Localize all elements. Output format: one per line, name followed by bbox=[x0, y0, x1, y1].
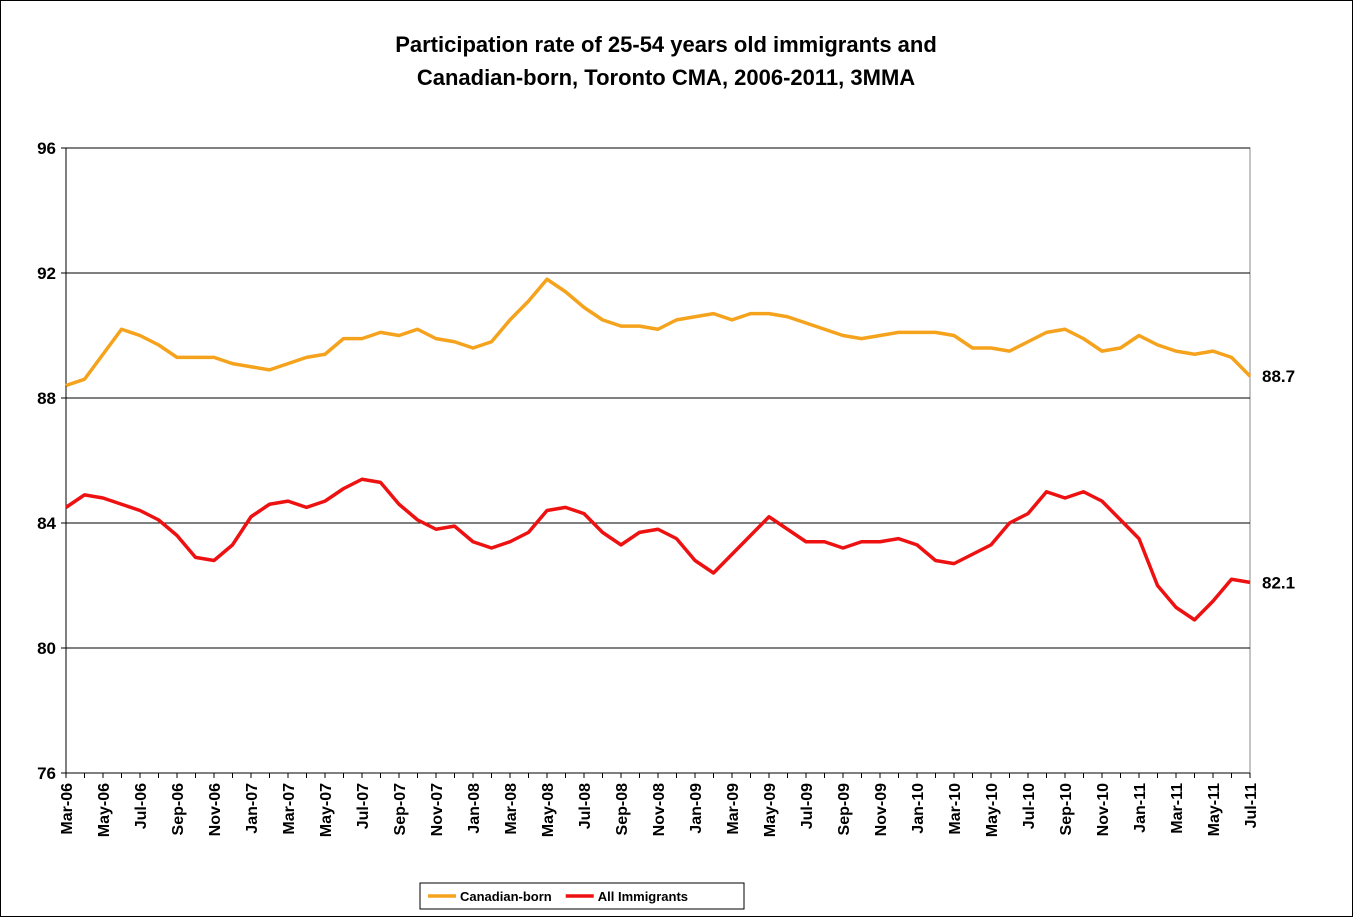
x-tick-label: Jan-07 bbox=[244, 783, 261, 834]
x-tick-label: Mar-06 bbox=[59, 783, 76, 835]
x-tick-label: May-08 bbox=[540, 783, 557, 837]
legend-label: All Immigrants bbox=[598, 889, 688, 904]
x-tick-label: May-06 bbox=[96, 783, 113, 837]
x-tick-label: Mar-08 bbox=[503, 783, 520, 835]
x-tick-label: May-11 bbox=[1206, 783, 1223, 836]
data-label: 88.7 bbox=[1262, 367, 1295, 386]
x-tick-label: Nov-09 bbox=[873, 783, 890, 836]
y-tick-label: 84 bbox=[37, 514, 56, 533]
chart-title: Canadian-born, Toronto CMA, 2006-2011, 3… bbox=[417, 65, 915, 90]
x-tick-label: Sep-08 bbox=[614, 783, 631, 836]
x-tick-label: Jan-11 bbox=[1132, 783, 1149, 833]
legend-label: Canadian-born bbox=[460, 889, 552, 904]
y-tick-label: 80 bbox=[37, 639, 56, 658]
x-tick-label: Mar-10 bbox=[947, 783, 964, 835]
x-tick-label: Mar-09 bbox=[725, 783, 742, 835]
x-tick-label: Jul-08 bbox=[577, 783, 594, 829]
x-tick-label: May-07 bbox=[318, 783, 335, 837]
x-tick-label: Nov-06 bbox=[207, 783, 224, 836]
line-series bbox=[65, 277, 1252, 388]
plot-area bbox=[65, 147, 1251, 774]
x-tick-label: Nov-10 bbox=[1095, 783, 1112, 836]
x-tick-label: Mar-11 bbox=[1169, 783, 1186, 834]
x-tick-label: Sep-06 bbox=[170, 783, 187, 836]
x-tick-label: Mar-07 bbox=[281, 783, 298, 835]
x-tick-label: Sep-07 bbox=[392, 783, 409, 836]
x-tick-label: Jan-08 bbox=[466, 783, 483, 834]
x-tick-label: Nov-08 bbox=[651, 783, 668, 836]
chart-title: Participation rate of 25-54 years old im… bbox=[395, 32, 937, 57]
x-tick-label: May-10 bbox=[984, 783, 1001, 837]
y-tick-label: 88 bbox=[37, 389, 56, 408]
x-tick-label: May-09 bbox=[762, 783, 779, 837]
y-tick-label: 92 bbox=[37, 264, 56, 283]
x-tick-label: Jan-10 bbox=[910, 783, 927, 834]
x-tick-label: Jul-09 bbox=[799, 783, 816, 829]
x-tick-label: Jul-10 bbox=[1021, 783, 1038, 829]
x-tick-label: Jan-09 bbox=[688, 783, 705, 834]
x-tick-label: Sep-09 bbox=[836, 783, 853, 836]
x-tick-label: Jul-06 bbox=[133, 783, 150, 829]
x-tick-label: Sep-10 bbox=[1058, 783, 1075, 836]
x-tick-label: Jul-07 bbox=[355, 783, 372, 829]
x-tick-label: Nov-07 bbox=[429, 783, 446, 836]
y-tick-label: 96 bbox=[37, 139, 56, 158]
x-tick-label: Jul-11 bbox=[1243, 783, 1260, 828]
y-tick-label: 76 bbox=[37, 764, 56, 783]
line-series bbox=[65, 477, 1251, 622]
data-label: 82.1 bbox=[1262, 573, 1295, 592]
